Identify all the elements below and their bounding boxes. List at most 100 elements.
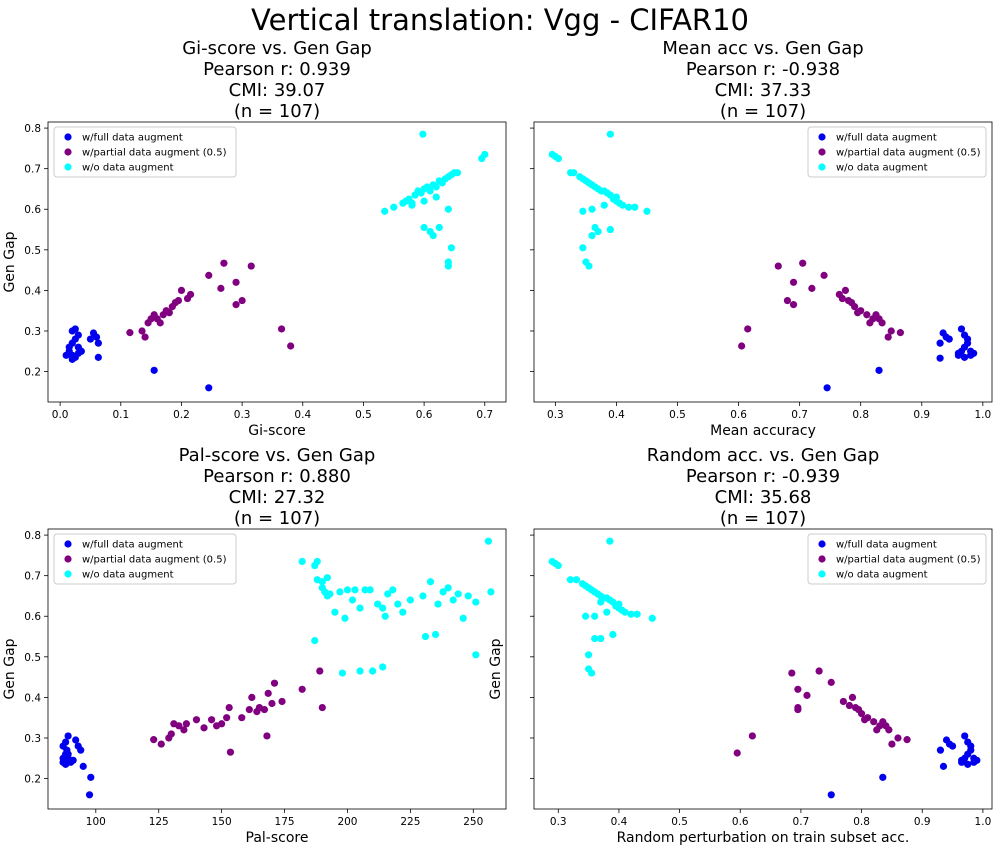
data-point xyxy=(973,756,981,764)
legend-marker xyxy=(818,570,826,578)
data-point xyxy=(64,750,72,758)
data-point xyxy=(177,286,186,295)
data-point xyxy=(936,746,945,754)
data-point xyxy=(603,608,611,616)
data-point xyxy=(71,325,79,333)
y-tick-label: 0.8 xyxy=(24,123,41,135)
data-point xyxy=(278,697,286,706)
data-point xyxy=(94,353,102,361)
data-point xyxy=(313,557,321,566)
data-point xyxy=(939,329,947,337)
legend-marker xyxy=(818,148,826,156)
data-point xyxy=(570,169,578,177)
y-tick-label: 0.4 xyxy=(24,285,41,297)
chart-title-line-2: Pearson r: -0.939 xyxy=(686,466,840,487)
data-point xyxy=(957,325,966,333)
data-point xyxy=(967,742,975,750)
data-point xyxy=(618,201,627,209)
data-point xyxy=(960,353,969,361)
data-point xyxy=(379,604,387,612)
data-point xyxy=(808,284,816,292)
legend: w/full data augment w/partial data augmen… xyxy=(53,126,237,178)
chart-title-line-3: CMI: 37.33 xyxy=(715,80,812,101)
data-point xyxy=(420,197,428,205)
legend-marker xyxy=(64,148,72,156)
legend-entry-label: w/full data augment xyxy=(836,133,937,144)
data-point xyxy=(65,343,73,351)
chart-title-line-4: (n = 107) xyxy=(720,508,806,529)
legend-marker xyxy=(818,163,826,171)
data-point xyxy=(478,154,486,163)
data-point xyxy=(733,749,741,757)
data-point xyxy=(459,614,467,622)
legend: w/full data augment w/partial data augmen… xyxy=(807,126,987,178)
data-point xyxy=(835,290,843,299)
data-point xyxy=(394,600,402,608)
data-point xyxy=(384,590,392,598)
data-point xyxy=(318,703,326,712)
data-point xyxy=(827,791,835,799)
legend-marker xyxy=(818,540,826,548)
legend-marker xyxy=(64,540,72,548)
data-point xyxy=(447,244,456,252)
legend-entry-label: w/full data augment xyxy=(82,133,183,144)
data-point xyxy=(783,296,792,305)
data-point xyxy=(277,325,286,333)
y-tick-label: 0.3 xyxy=(24,733,41,745)
legend-marker xyxy=(64,133,72,141)
chart-title-line-4: (n = 107) xyxy=(234,508,320,529)
x-tick-label: 0.8 xyxy=(852,409,869,421)
data-point xyxy=(600,201,608,209)
data-point xyxy=(426,187,434,195)
data-point xyxy=(223,714,231,722)
axes-frame xyxy=(47,528,507,810)
data-point xyxy=(316,667,324,675)
x-tick-label: 0.8 xyxy=(853,816,870,828)
data-point xyxy=(870,718,878,726)
data-point xyxy=(74,331,82,339)
data-point xyxy=(848,693,857,702)
data-point xyxy=(180,726,188,734)
data-point xyxy=(200,724,208,732)
data-point xyxy=(748,732,756,740)
x-tick-label: 1.0 xyxy=(975,816,992,828)
data-point xyxy=(606,537,614,545)
series-3 xyxy=(381,130,489,270)
x-tick-label: 225 xyxy=(400,816,420,828)
data-point xyxy=(220,259,228,267)
data-point xyxy=(588,232,596,240)
legend-marker xyxy=(64,163,72,171)
data-point xyxy=(406,596,414,604)
legend-entry-label: w/full data augment xyxy=(836,540,937,551)
data-point xyxy=(323,574,331,582)
chart-title-line-1: Random acc. vs. Gen Gap xyxy=(647,445,880,466)
legend-marker xyxy=(64,555,72,563)
data-point xyxy=(594,227,602,236)
x-tick-label: 125 xyxy=(149,816,169,828)
data-point xyxy=(627,610,635,618)
data-point xyxy=(432,193,440,201)
data-point xyxy=(744,325,752,333)
data-point xyxy=(338,669,347,677)
data-point xyxy=(232,301,240,309)
data-point xyxy=(86,335,95,343)
data-point xyxy=(844,296,853,305)
data-point xyxy=(888,740,896,748)
data-point xyxy=(218,720,226,728)
data-point xyxy=(841,286,850,295)
data-point xyxy=(356,604,364,612)
data-point xyxy=(77,746,85,754)
data-point xyxy=(597,634,605,643)
series-3 xyxy=(298,537,495,677)
data-point xyxy=(942,736,951,744)
data-point xyxy=(936,339,944,347)
data-point xyxy=(484,537,492,545)
data-point xyxy=(866,319,874,327)
data-point xyxy=(939,762,948,770)
legend-box xyxy=(53,533,237,585)
data-point xyxy=(799,259,807,267)
data-point xyxy=(954,349,963,357)
